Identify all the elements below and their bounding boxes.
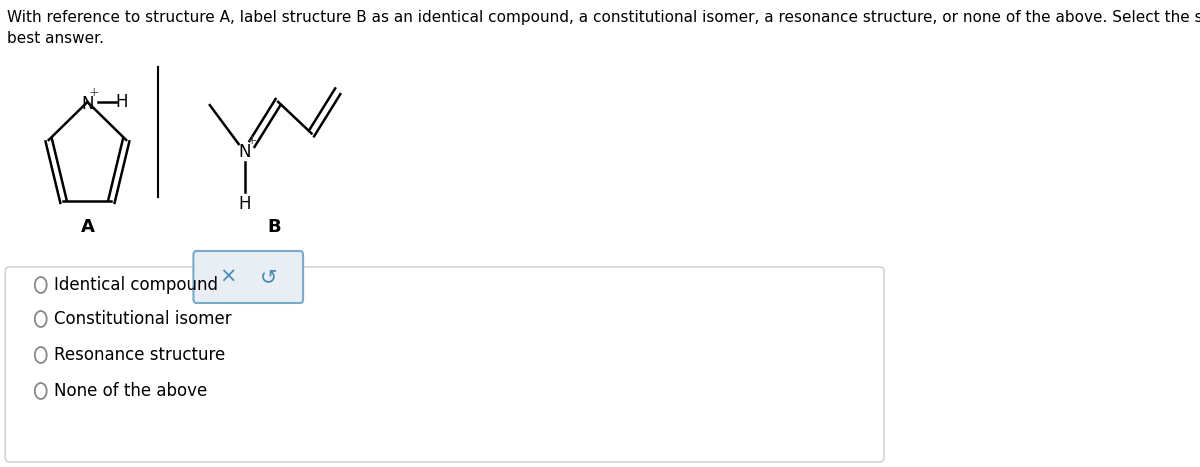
- Text: N: N: [82, 95, 94, 113]
- Text: B: B: [268, 218, 281, 236]
- FancyBboxPatch shape: [193, 251, 304, 303]
- Text: N: N: [239, 143, 251, 161]
- Text: Constitutional isomer: Constitutional isomer: [54, 310, 232, 328]
- Text: +: +: [247, 134, 257, 147]
- Text: ↺: ↺: [260, 267, 277, 287]
- FancyBboxPatch shape: [5, 267, 884, 462]
- Text: Resonance structure: Resonance structure: [54, 346, 226, 364]
- Text: Identical compound: Identical compound: [54, 276, 218, 294]
- Text: A: A: [80, 218, 95, 236]
- Text: ×: ×: [218, 267, 236, 287]
- Text: With reference to structure A, label structure B as an identical compound, a con: With reference to structure A, label str…: [7, 10, 1200, 46]
- Text: H: H: [239, 195, 251, 213]
- Text: H: H: [115, 93, 127, 111]
- Text: +: +: [89, 85, 100, 99]
- Text: None of the above: None of the above: [54, 382, 208, 400]
